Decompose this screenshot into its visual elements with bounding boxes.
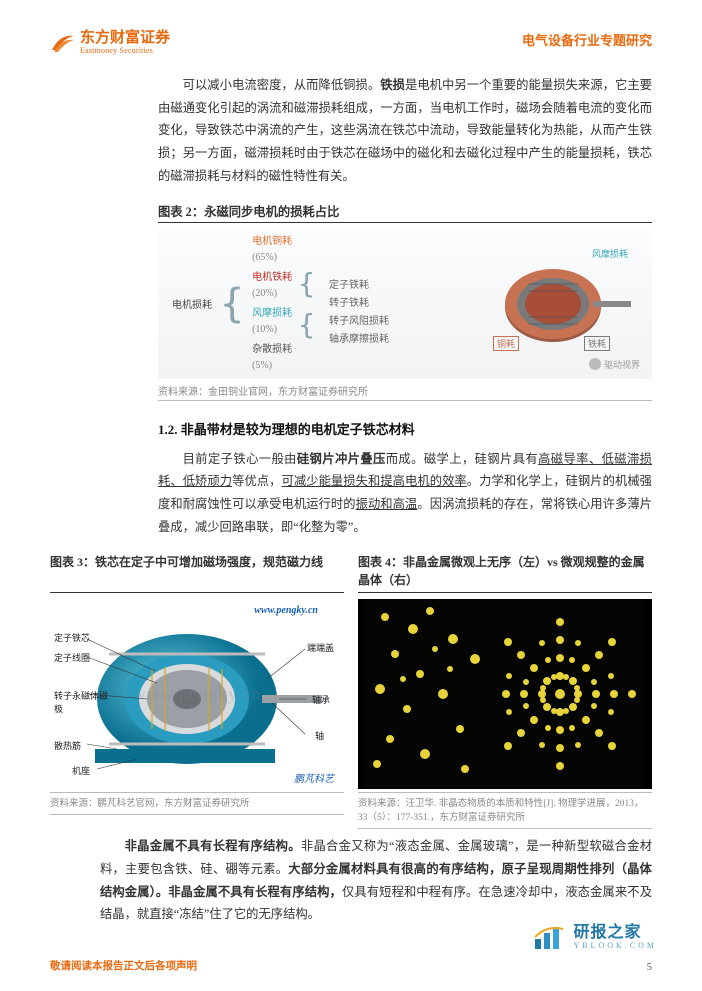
chart3-column: 图表 3：铁芯在定子中可增加磁场强度，规范磁力线	[50, 553, 344, 830]
chart4-sep-top	[358, 792, 652, 793]
chart3-site: www.pengky.cn	[254, 605, 318, 616]
chart4-source: 资料来源：汪卫华. 非晶态物质的本质和特性[J]. 物理学进展，2013，33（…	[358, 797, 652, 826]
copper-callout: 铜耗	[493, 336, 519, 351]
logo-text-en: Eastmoney Securities	[80, 46, 170, 55]
company-logo: 东方财富证券 Eastmoney Securities	[50, 30, 170, 56]
bracket-icon: {	[220, 298, 244, 310]
chart3-figure: 定子铁芯 定子线圈 转子永磁体磁极 散热筋 机座 端端盖 轴承 轴 www.pe…	[50, 599, 344, 789]
windage-callout: 风摩损耗	[592, 247, 628, 260]
loss-tree-right: 定子铁耗 转子铁耗 转子风阻损耗 轴承摩擦损耗	[329, 259, 389, 349]
chart4-hr	[358, 592, 652, 593]
chart3-sep	[50, 814, 344, 815]
chart3-caption: 图表 3：铁芯在定子中可增加磁场强度，规范磁力线	[50, 553, 344, 589]
motor-render: 风摩损耗 铜耗 铁耗	[483, 249, 638, 359]
watermark-logo: 研报之家 YBLOOK.COM	[533, 923, 657, 951]
page-number: 5	[647, 962, 652, 973]
loss-root-label: 电机损耗	[172, 296, 212, 311]
chart3-hr	[50, 592, 344, 593]
logo-icon	[50, 30, 76, 56]
chart2-caption: 图表 2：永磁同步电机的损耗占比	[158, 202, 652, 220]
bar-chart-icon	[533, 923, 567, 951]
logo-text-cn: 东方财富证券	[80, 31, 170, 46]
chart4-figure	[358, 599, 652, 789]
chart2-source: 资料来源：金田铜业官网，东方财富证券研究所	[158, 383, 652, 398]
paragraph-1: 可以减小电流密度，从而降低铜损。铁损是电机中另一个重要的能量损失来源，它主要由磁…	[158, 74, 652, 188]
chart3-source: 资料来源：鹏芃科艺官网，东方财富证券研究所	[50, 797, 344, 811]
chart4-sep	[358, 828, 652, 829]
chart3-sep-top	[50, 792, 344, 793]
chart4-caption: 图表 4：非晶金属微观上无序（左）vs 微观规整的金属晶体（右）	[358, 553, 652, 589]
report-category: 电气设备行业专题研究	[522, 30, 652, 49]
footer-notice: 敬请阅读本报告正文后各项声明	[50, 958, 197, 973]
paragraph-3: 非晶金属不具有长程有序结构。非晶合金又称为“液态金属、金属玻璃”，是一种新型软磁…	[100, 835, 652, 926]
chart4-column: 图表 4：非晶金属微观上无序（左）vs 微观规整的金属晶体（右）	[358, 553, 652, 830]
chart2-sep	[158, 400, 652, 401]
loss-tree: 电机铜耗(65%) 电机铁耗(20%) 风摩损耗(10%) 杂散损耗(5%)	[252, 234, 292, 374]
chart2-hr	[158, 222, 652, 223]
page-footer: 敬请阅读本报告正文后各项声明 5	[50, 958, 652, 973]
figure-row: 图表 3：铁芯在定子中可增加磁场强度，规范磁力线	[50, 553, 652, 830]
iron-callout: 铁耗	[584, 336, 610, 351]
chart2-figure: 电机损耗 { 电机铜耗(65%) 电机铁耗(20%) 风摩损耗(10%) 杂散损…	[158, 229, 652, 379]
paragraph-2: 目前定子铁心一般由硅钢片冲片叠压而成。磁学上，硅钢片具有高磁导率、低磁滞损耗、低…	[158, 448, 652, 539]
watermark-cn: 研报之家	[573, 925, 657, 941]
watermark-en: YBLOOK.COM	[573, 941, 657, 950]
chart3-brand: 鹏芃科艺	[294, 770, 334, 785]
chart2-watermark: 驱动视界	[589, 358, 640, 371]
page-header: 东方财富证券 Eastmoney Securities 电气设备行业专题研究	[50, 30, 652, 56]
section-1-2-heading: 1.2. 非晶带材是较为理想的电机定子铁芯材料	[158, 419, 652, 438]
